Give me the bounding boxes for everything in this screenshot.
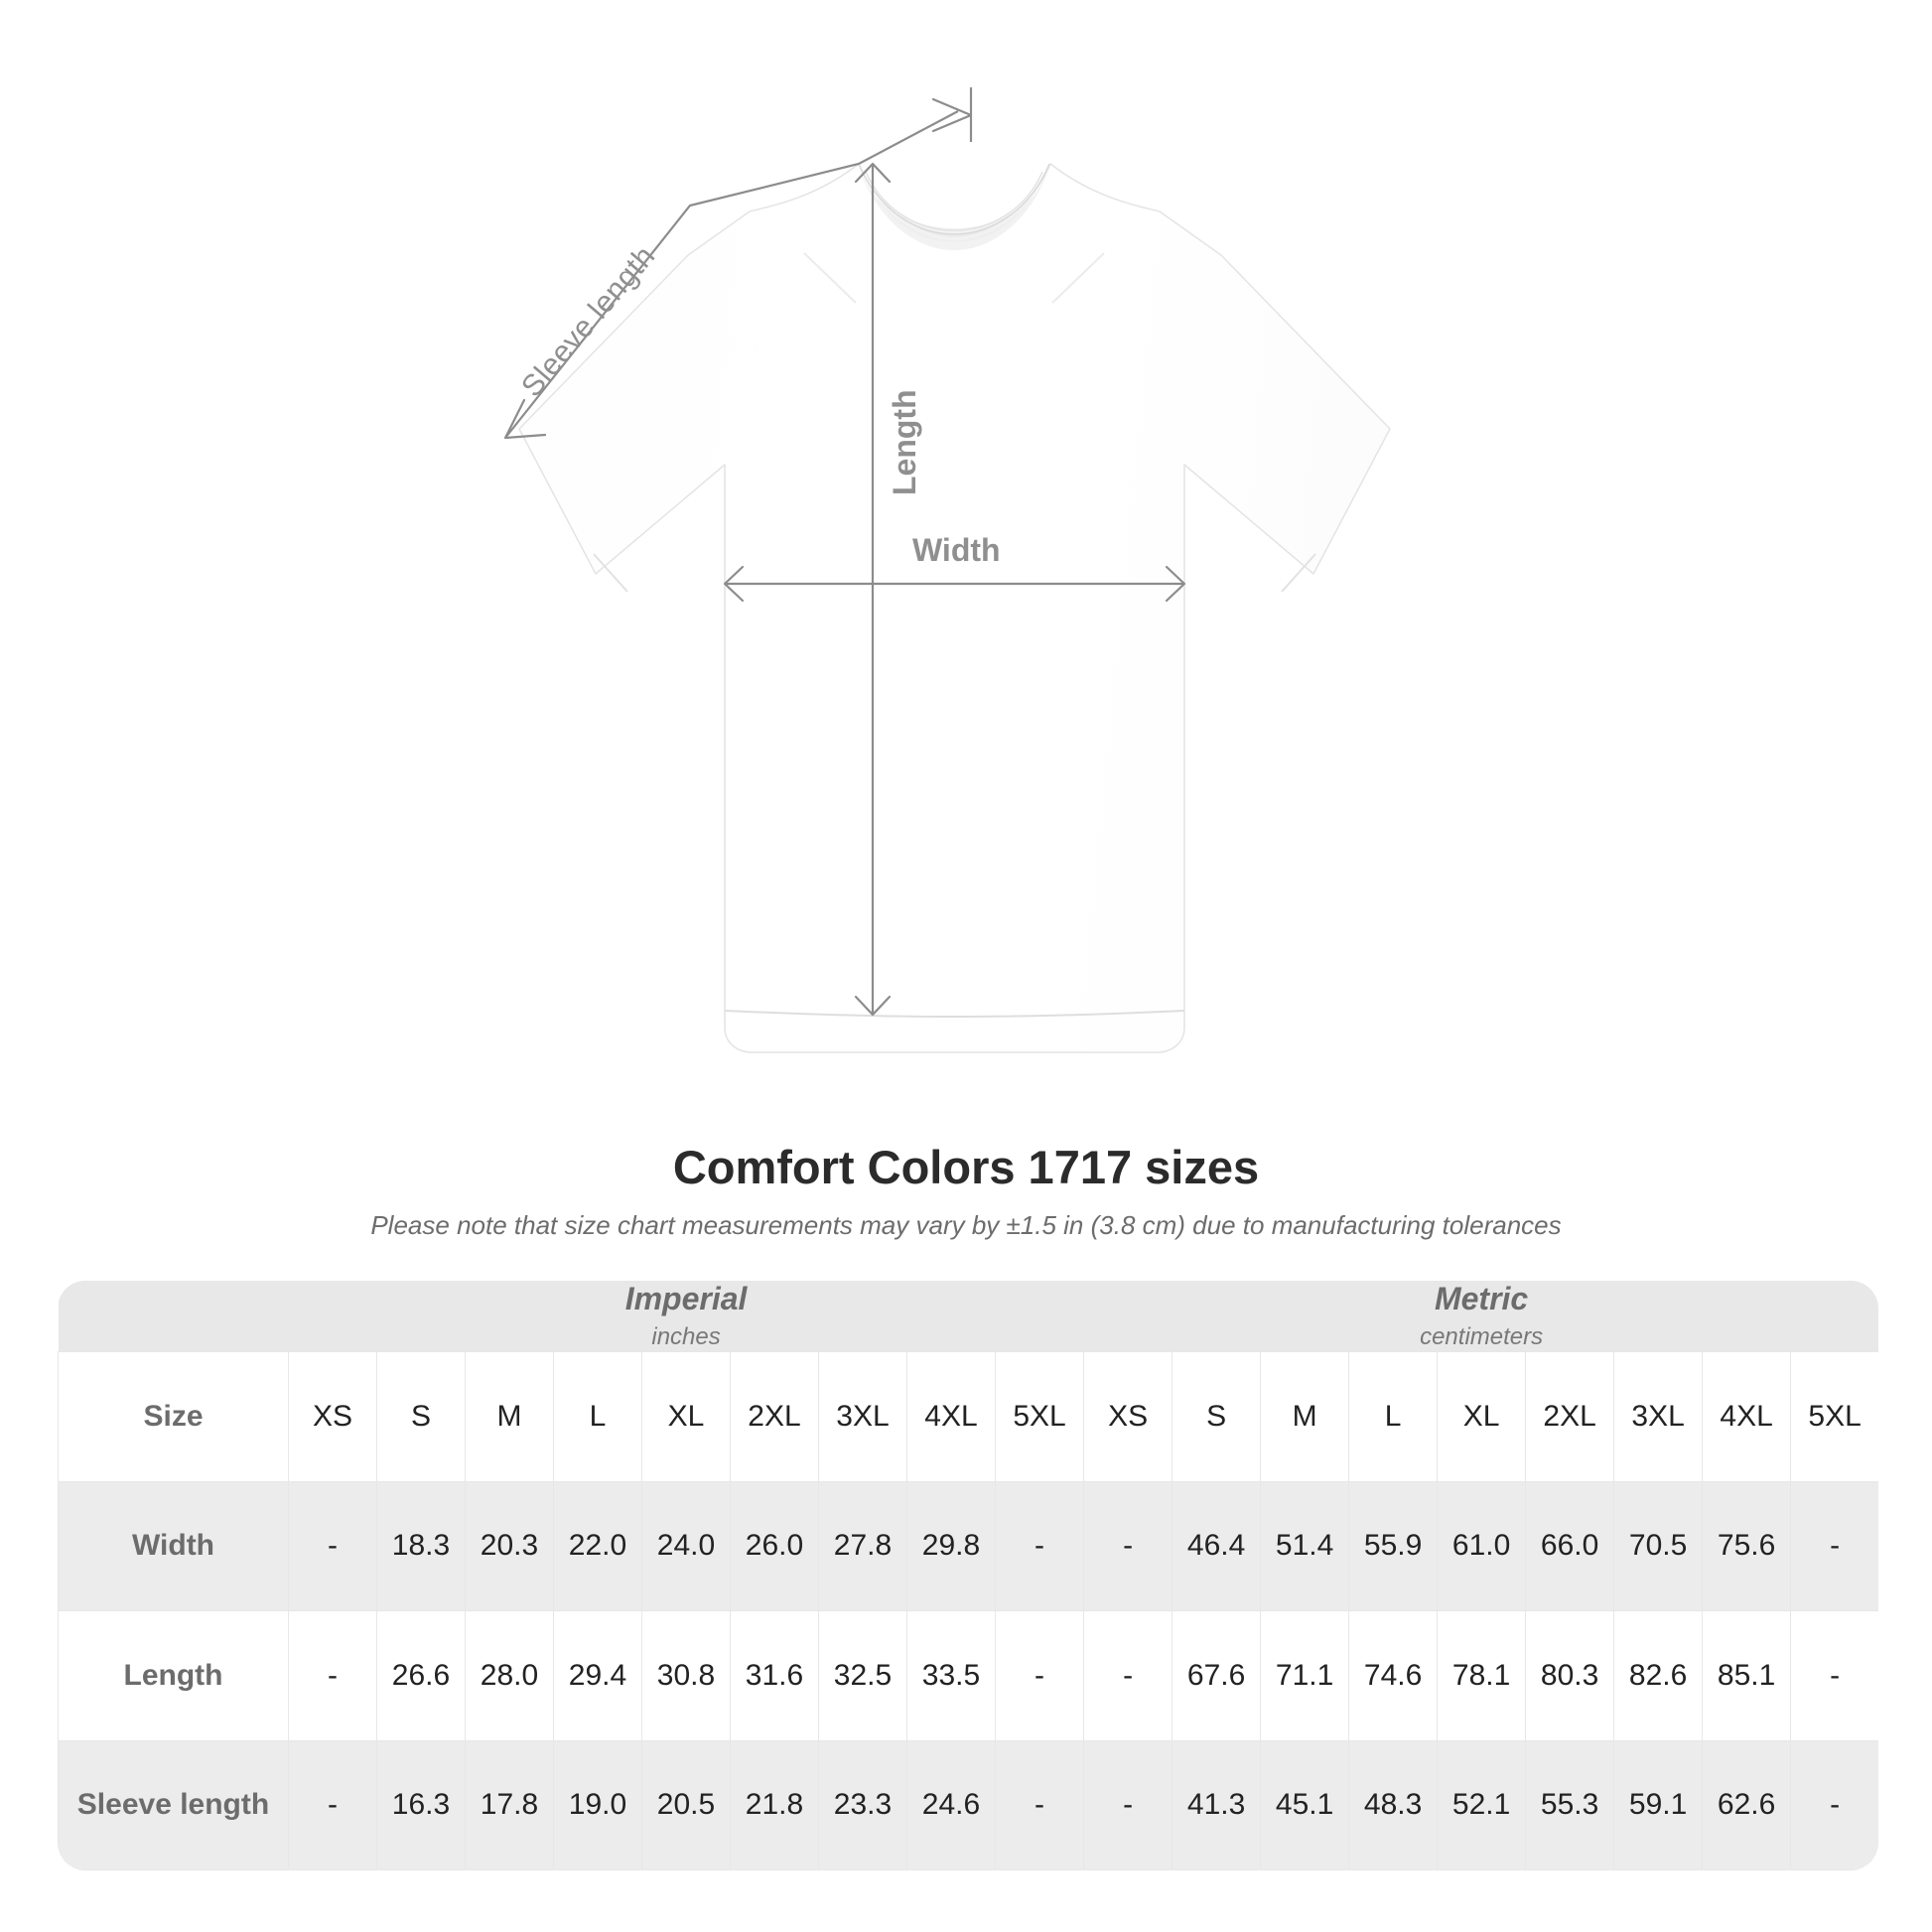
svg-text:Length: Length	[887, 389, 922, 495]
svg-text:Width: Width	[912, 532, 1001, 568]
